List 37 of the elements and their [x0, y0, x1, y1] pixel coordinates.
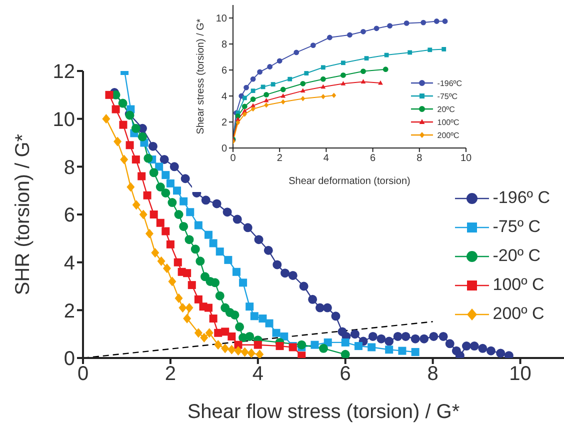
legend-label: -20º C	[492, 246, 541, 266]
legend-label: 200ºC	[437, 130, 460, 140]
y-tick-label: 4	[221, 92, 228, 103]
legend-label: -196ºC	[437, 78, 462, 88]
x-axis-title: Shear flow stress (torsion) / G*	[187, 401, 460, 423]
y-tick-label: 10	[52, 108, 75, 131]
legend-label: 100ºC	[437, 118, 460, 126]
x-tick-label: 10	[460, 153, 472, 164]
x-tick-label: 6	[340, 363, 351, 386]
y-tick-label: 12	[52, 61, 75, 84]
y-tick-label: 4	[64, 252, 75, 274]
x-tick-label: 0	[230, 153, 236, 164]
x-tick-label: 4	[252, 363, 264, 386]
y-axis-title: Shear stress (torsion) / G*	[196, 18, 207, 134]
y-tick-label: 10	[216, 14, 228, 25]
y-tick-label: 6	[64, 204, 75, 227]
y-tick-label: 8	[221, 40, 228, 51]
x-tick-label: 2	[164, 363, 176, 386]
x-tick-label: 2	[276, 153, 283, 164]
x-axis-title: Shear deformation (torsion)	[288, 176, 410, 187]
x-tick-label: 6	[370, 153, 376, 164]
x-tick-label: 10	[509, 363, 532, 386]
x-tick-label: 8	[427, 363, 438, 386]
y-tick-label: 6	[221, 66, 228, 77]
y-axis-title: SHR (torsion) / G*	[12, 134, 34, 296]
y-tick-label: 0	[64, 348, 75, 370]
x-tick-label: 8	[416, 153, 423, 164]
x-tick-label: 4	[323, 153, 330, 164]
legend-label: 200º C	[492, 304, 544, 324]
legend-label: 100º C	[492, 275, 544, 295]
legend-label: -196º C	[492, 188, 550, 208]
legend-label: 20ºC	[437, 104, 455, 114]
y-tick-label: 2	[221, 118, 228, 129]
y-tick-label: 0	[221, 144, 228, 155]
legend-label: -75º C	[492, 217, 541, 237]
legend-label: -75ºC	[437, 92, 458, 100]
y-tick-label: 2	[64, 300, 75, 322]
